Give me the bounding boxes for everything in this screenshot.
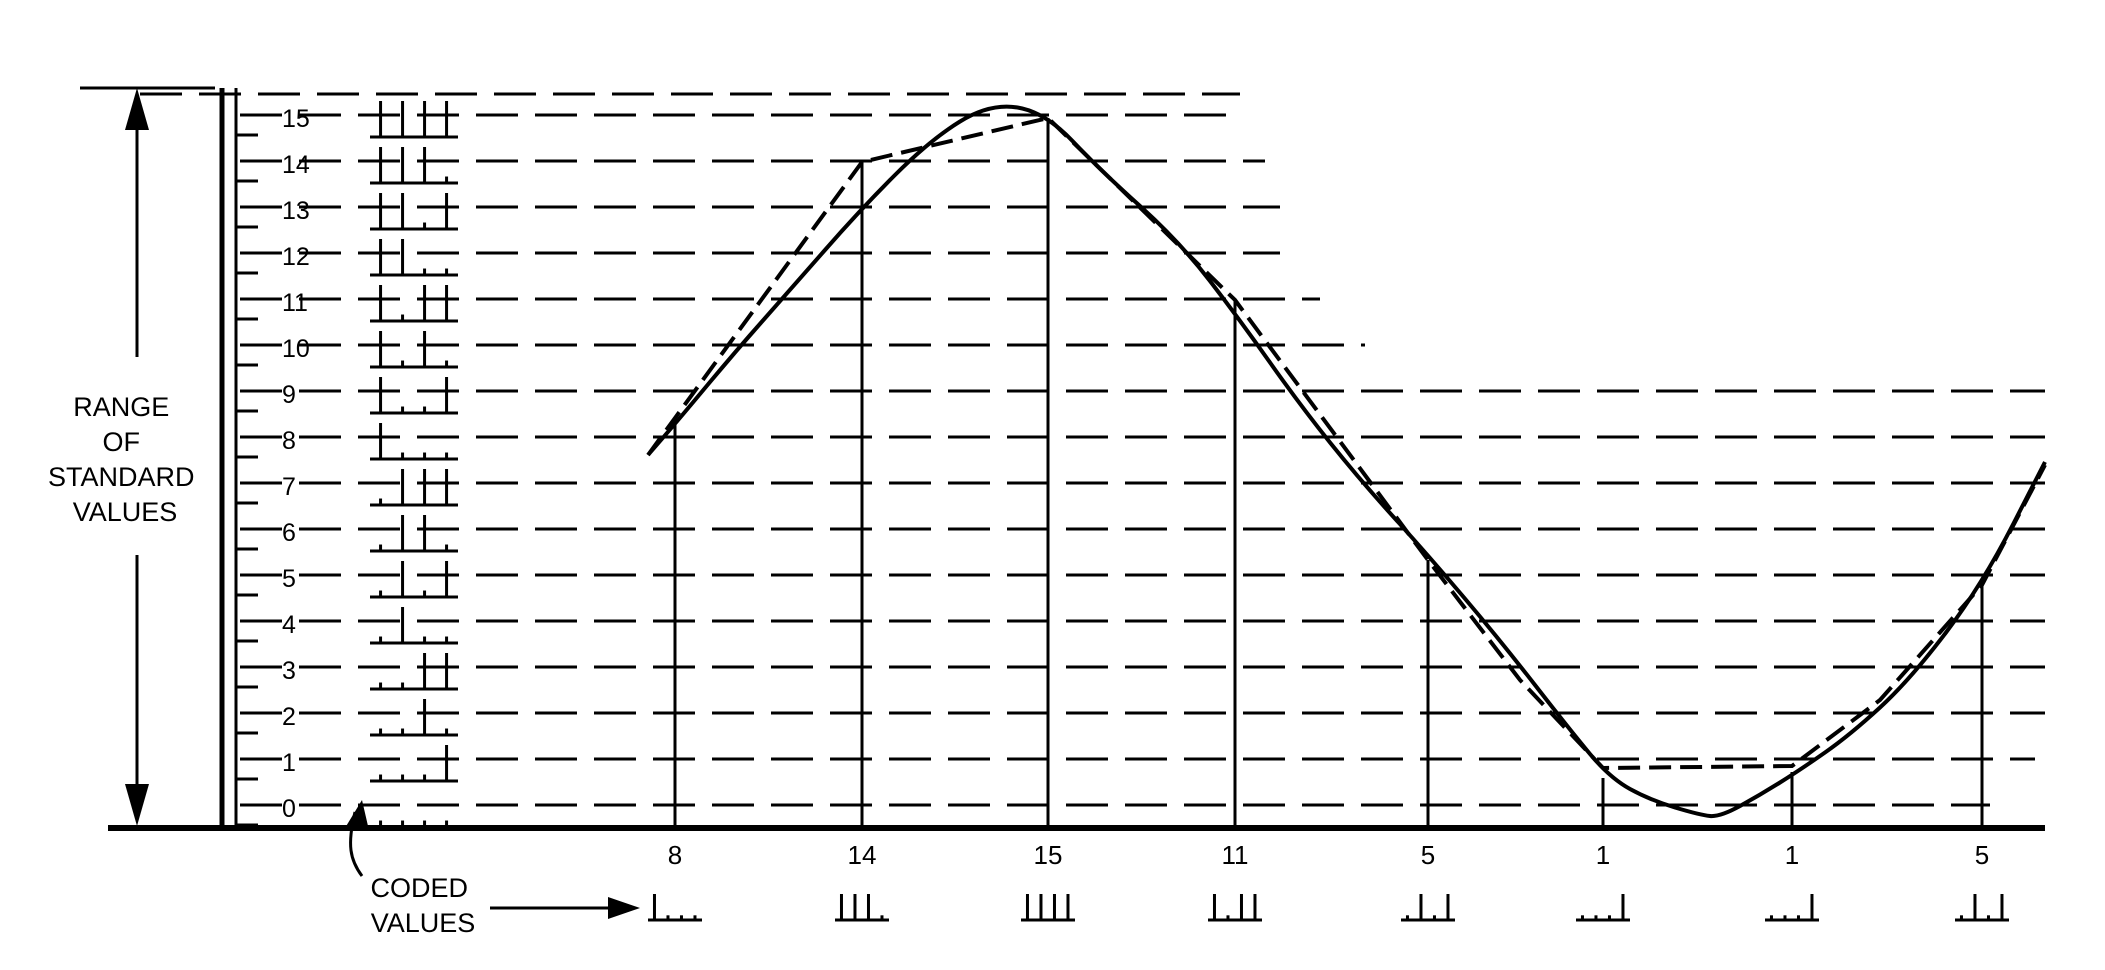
scale-ticks	[236, 135, 258, 825]
range-arrow-down-head	[125, 784, 149, 826]
sample-value-label: 5	[1421, 840, 1435, 870]
code-glyph	[370, 377, 458, 413]
code-glyph	[370, 193, 458, 229]
scale-level-label: 10	[282, 335, 310, 363]
range-label: RANGE OF STANDARD VALUES	[48, 392, 202, 527]
code-glyph	[370, 147, 458, 183]
scale-level-label: 11	[282, 289, 308, 317]
scale-code-glyphs	[370, 101, 458, 827]
scale-level-label: 7	[282, 473, 296, 501]
range-label-line-3: STANDARD	[48, 462, 195, 492]
sample-value-label: 11	[1222, 840, 1249, 870]
coded-values-arrow-right	[490, 897, 640, 919]
code-glyph	[1576, 894, 1630, 920]
coded-values-arrow-up	[345, 800, 368, 876]
scale-level-label: 4	[282, 611, 296, 639]
scale-level-label: 3	[282, 657, 296, 685]
range-arrow	[80, 88, 215, 826]
coded-values-label: CODED VALUES	[370, 873, 475, 938]
code-glyph	[370, 745, 458, 781]
sample-value-label: 8	[668, 840, 682, 870]
code-glyph	[1401, 894, 1455, 920]
range-label-line-4: VALUES	[73, 497, 178, 527]
code-glyph	[370, 653, 458, 689]
scale-level-label: 12	[282, 243, 310, 271]
scale-level-label: 6	[282, 519, 296, 547]
code-glyph	[1208, 894, 1262, 920]
sample-value-labels: 8 14 15 11 5 1 1 5	[668, 840, 1989, 870]
quantization-level-lines	[140, 94, 2045, 805]
code-glyph	[370, 239, 458, 275]
sample-value-label: 5	[1975, 840, 1989, 870]
sample-value-label: 1	[1596, 840, 1610, 870]
analog-signal-curve	[648, 107, 2045, 816]
coded-label-line-1: CODED	[370, 873, 468, 903]
code-glyph	[370, 101, 458, 137]
scale-level-label: 2	[282, 703, 296, 731]
code-glyph	[370, 331, 458, 367]
scale-level-label: 15	[282, 105, 310, 133]
code-glyph	[370, 699, 458, 735]
sample-value-label: 14	[848, 840, 877, 870]
code-glyph	[1021, 894, 1075, 920]
code-glyph	[835, 894, 889, 920]
scale-level-label: 0	[282, 795, 296, 823]
sample-value-label: 15	[1034, 840, 1063, 870]
code-glyph	[370, 423, 458, 459]
scale-level-label: 14	[282, 151, 310, 179]
code-glyph	[370, 285, 458, 321]
range-label-line-2: OF	[102, 427, 140, 457]
scale-level-label: 5	[282, 565, 296, 593]
code-glyph	[370, 607, 458, 643]
sample-code-glyphs	[648, 894, 2009, 920]
sample-value-label: 1	[1785, 840, 1799, 870]
range-label-line-1: RANGE	[73, 392, 169, 422]
scale-level-label: 9	[282, 381, 296, 409]
code-glyph	[1955, 894, 2009, 920]
scale-level-label: 1	[282, 749, 296, 777]
scale-level-label: 8	[282, 427, 296, 455]
code-glyph	[370, 469, 458, 505]
code-glyph	[370, 515, 458, 551]
code-glyph	[648, 894, 702, 920]
scale-level-label: 13	[282, 197, 310, 225]
coded-label-line-2: VALUES	[371, 908, 476, 938]
code-glyph	[370, 561, 458, 597]
code-glyph	[1765, 894, 1819, 920]
sample-pulses	[675, 118, 1982, 828]
